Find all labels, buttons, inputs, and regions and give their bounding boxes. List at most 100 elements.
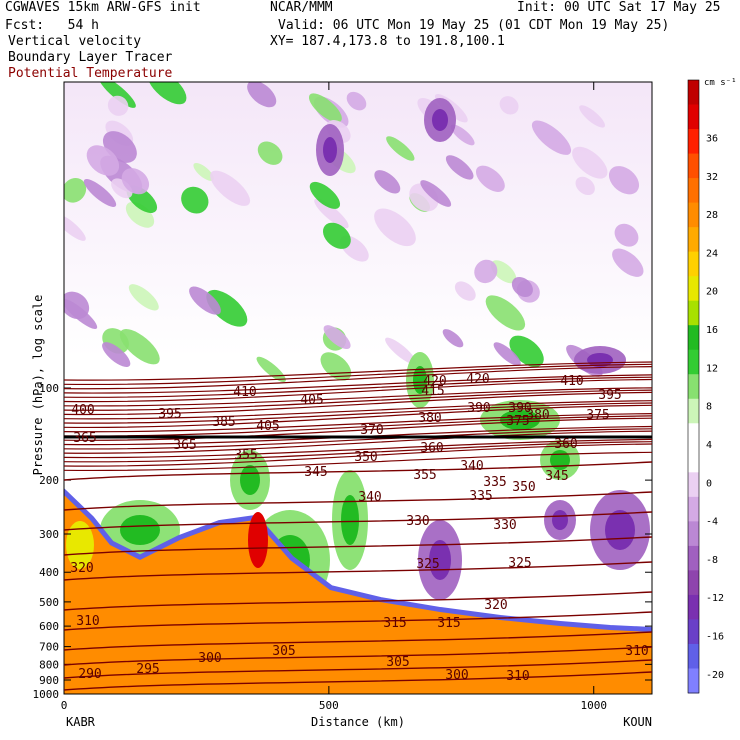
theta-label: 415 <box>421 384 444 399</box>
velocity-cell <box>248 512 268 568</box>
velocity-cell <box>257 141 283 165</box>
velocity-cell <box>614 223 639 247</box>
colorbar-swatch <box>688 668 699 694</box>
theta-label: 345 <box>304 465 327 480</box>
theta-contour <box>64 428 652 450</box>
velocity-cell <box>323 325 351 350</box>
theta-contour <box>64 591 652 611</box>
forecast-hour: Fcst: 54 h <box>5 18 99 33</box>
colorbar-swatch <box>688 619 699 645</box>
colorbar-label: 20 <box>706 287 718 298</box>
colorbar-unit: cm s⁻¹ <box>704 78 737 88</box>
velocity-cell <box>120 515 160 545</box>
theta-label: 350 <box>512 480 535 495</box>
theta-contour <box>64 491 652 511</box>
theta-label: 345 <box>545 469 568 484</box>
init-time: Init: 00 UTC Sat 17 May 25 <box>517 0 721 15</box>
velocity-cell <box>550 450 570 470</box>
x-axis-title: Distance (km) <box>311 715 405 729</box>
velocity-cell <box>86 145 120 176</box>
theta-contour <box>64 374 652 394</box>
velocity-cell <box>572 146 608 179</box>
velocity-cell <box>575 176 595 196</box>
velocity-cell <box>499 96 519 115</box>
colorbar-label: -4 <box>706 517 718 528</box>
colorbar-label: 28 <box>706 210 718 221</box>
theta-label: 420 <box>423 374 446 389</box>
velocity-cell <box>189 286 221 315</box>
theta-label: 315 <box>383 616 406 631</box>
velocity-cell <box>102 342 131 368</box>
theta-label: 405 <box>300 393 323 408</box>
colorbar-label: 8 <box>706 402 712 413</box>
theta-contour <box>64 402 652 424</box>
theta-label: 315 <box>437 616 460 631</box>
velocity-cell <box>432 109 448 131</box>
theta-label: 395 <box>158 407 181 422</box>
theta-label: 380 <box>526 408 549 423</box>
colorbar-swatch <box>688 472 699 498</box>
colorbar-swatch <box>688 227 699 253</box>
theta-label: 375 <box>586 408 609 423</box>
y-tick-label: 300 <box>39 528 59 541</box>
theta-label: 380 <box>418 411 441 426</box>
colorbar-label: 24 <box>706 248 718 259</box>
velocity-cell <box>193 162 214 181</box>
velocity-cell <box>121 168 150 195</box>
theta-label: 340 <box>460 459 483 474</box>
theta-label: 355 <box>413 468 436 483</box>
velocity-cell <box>98 82 136 108</box>
colorbar-label: -20 <box>706 670 724 681</box>
theta-contour <box>64 561 652 581</box>
colorbar-label: 36 <box>706 134 718 145</box>
theta-label: 365 <box>173 438 196 453</box>
colorbar-swatch <box>688 129 699 155</box>
theta-label: 390 <box>508 401 531 416</box>
velocity-cell <box>442 329 464 348</box>
velocity-cell <box>474 259 498 284</box>
theta-contour <box>64 438 652 459</box>
theta-label: 310 <box>625 644 648 659</box>
x-tick-label: 0 <box>61 699 68 712</box>
theta-label: 325 <box>508 556 531 571</box>
x-tick-label: 1000 <box>580 699 607 712</box>
velocity-cell <box>240 465 260 495</box>
colorbar-swatch <box>688 202 699 228</box>
colorbar-label: -12 <box>706 593 724 604</box>
colorbar-label: -8 <box>706 555 718 566</box>
velocity-cell <box>552 510 568 530</box>
theta-label: 305 <box>272 644 295 659</box>
velocity-cell <box>485 295 526 331</box>
theta-label: 290 <box>78 667 101 682</box>
velocity-cell <box>128 284 159 311</box>
colorbar-swatch <box>688 545 699 571</box>
theta-label: 410 <box>233 385 256 400</box>
colorbar-swatch <box>688 300 699 326</box>
theta-contour <box>64 378 652 403</box>
theta-label: 325 <box>416 557 439 572</box>
theta-label: 335 <box>469 489 492 504</box>
velocity-cell <box>385 337 417 365</box>
velocity-cell <box>493 342 521 366</box>
colorbar-swatch <box>688 398 699 424</box>
theta-label: 350 <box>354 450 377 465</box>
theta-contour <box>64 451 652 472</box>
velocity-cell <box>374 170 401 194</box>
velocity-cell <box>605 510 635 550</box>
velocity-cell <box>64 299 98 329</box>
x-endpoint-left: KABR <box>66 715 96 729</box>
x-tick-label: 500 <box>319 699 339 712</box>
theta-contour <box>64 611 652 631</box>
theta-contour <box>64 659 652 679</box>
theta-contour <box>64 361 652 381</box>
colorbar-swatch <box>688 496 699 522</box>
velocity-cell <box>612 248 644 277</box>
colorbar-swatch <box>688 178 699 204</box>
theta-contour <box>64 646 652 666</box>
colorbar-label: 0 <box>706 478 712 489</box>
field-boundary-layer-tracer: Boundary Layer Tracer <box>8 50 173 65</box>
y-tick-label: 500 <box>39 596 59 609</box>
theta-label: 410 <box>560 374 583 389</box>
theta-contour <box>64 387 652 407</box>
field-vertical-velocity: Vertical velocity <box>8 34 142 49</box>
